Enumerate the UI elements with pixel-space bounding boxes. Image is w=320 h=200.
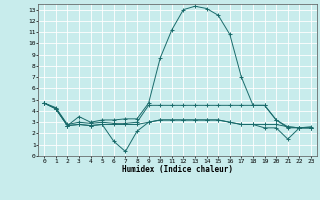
X-axis label: Humidex (Indice chaleur): Humidex (Indice chaleur) xyxy=(122,165,233,174)
